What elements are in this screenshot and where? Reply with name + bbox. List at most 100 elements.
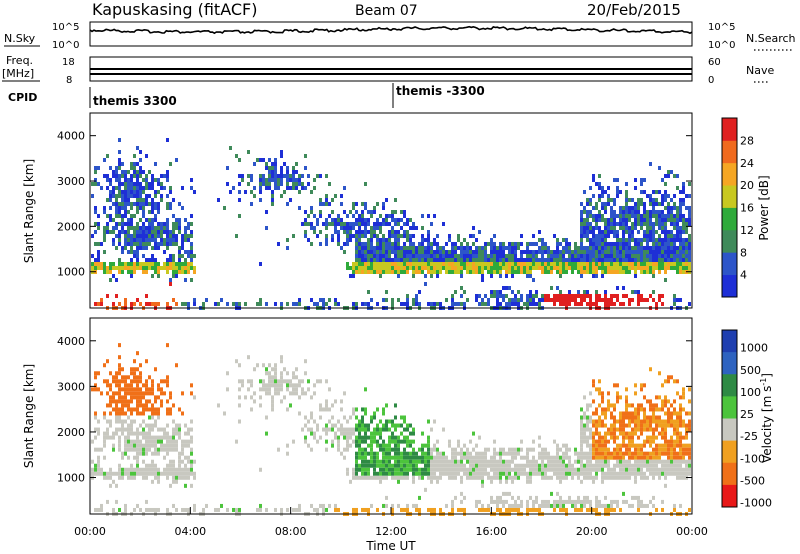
power-cell <box>142 210 145 214</box>
velocity-cell <box>604 451 607 456</box>
velocity-cell <box>556 503 559 508</box>
power-cell <box>310 210 313 214</box>
velocity-cell <box>364 423 367 428</box>
velocity-cell <box>352 471 355 476</box>
power-cell <box>166 238 169 242</box>
power-cell <box>619 222 622 226</box>
power-cell <box>679 234 682 238</box>
power-cell <box>190 234 193 238</box>
velocity-cell <box>490 467 493 472</box>
velocity-cell <box>550 463 553 468</box>
velocity-cell <box>610 475 613 480</box>
power-cell <box>631 262 634 266</box>
power-cell <box>391 246 394 250</box>
power-cell <box>385 290 388 294</box>
velocity-cell <box>652 415 655 420</box>
velocity-cell <box>523 455 526 460</box>
velocity-cell <box>682 471 685 476</box>
power-cell <box>460 250 463 254</box>
station-title: Kapuskasing (fitACF) <box>92 0 257 19</box>
velocity-cell <box>124 471 127 476</box>
power-cell <box>658 214 661 218</box>
velocity-cell <box>391 463 394 468</box>
power-cell <box>325 226 328 230</box>
velocity-cell <box>469 475 472 480</box>
velocity-cell <box>490 499 493 504</box>
velocity-cell <box>595 419 598 424</box>
power-cell <box>133 170 136 174</box>
velocity-cell <box>586 495 589 500</box>
velocity-cell <box>103 439 106 444</box>
x-tick-label: 00:00 <box>676 525 708 538</box>
velocity-cell <box>145 391 148 396</box>
power-cell <box>589 246 592 250</box>
velocity-cell <box>601 467 604 472</box>
power-cell <box>490 270 493 274</box>
velocity-cell <box>403 435 406 440</box>
power-cell <box>157 302 160 306</box>
power-cell <box>223 206 226 210</box>
velocity-cell <box>121 407 124 412</box>
velocity-cell <box>364 407 367 412</box>
power-cell <box>184 218 187 222</box>
velocity-colorbar-tick: -500 <box>740 474 765 487</box>
power-cell <box>565 262 568 266</box>
velocity-cell <box>97 431 100 436</box>
power-cell <box>172 214 175 218</box>
power-cell <box>151 210 154 214</box>
power-cell <box>103 238 106 242</box>
velocity-cell <box>658 431 661 436</box>
power-cell <box>139 206 142 210</box>
power-cell <box>493 246 496 250</box>
power-cell <box>265 178 268 182</box>
velocity-cell <box>355 451 358 456</box>
velocity-cell <box>643 423 646 428</box>
power-cell <box>109 278 112 282</box>
velocity-cell <box>409 467 412 472</box>
velocity-cell <box>595 499 598 504</box>
velocity-cell <box>109 399 112 404</box>
velocity-cell <box>622 435 625 440</box>
power-cell <box>580 274 583 278</box>
power-cell <box>259 298 262 302</box>
velocity-cell <box>559 507 562 512</box>
velocity-cell <box>115 419 118 424</box>
power-cell <box>658 166 661 170</box>
velocity-cell <box>664 471 667 476</box>
power-cell <box>358 262 361 266</box>
velocity-cell <box>652 407 655 412</box>
power-cell <box>457 270 460 274</box>
power-cell <box>364 302 367 306</box>
power-cell <box>523 258 526 262</box>
velocity-cell <box>400 455 403 460</box>
power-cell <box>661 250 664 254</box>
velocity-cell <box>121 375 124 380</box>
power-cell <box>304 218 307 222</box>
velocity-cell <box>286 451 289 456</box>
power-cell <box>622 286 625 290</box>
power-cell <box>670 250 673 254</box>
power-cell <box>151 234 154 238</box>
power-cell <box>349 230 352 234</box>
power-cell <box>676 254 679 258</box>
velocity-cell <box>424 459 427 464</box>
velocity-cell <box>688 399 691 404</box>
power-cell <box>601 246 604 250</box>
velocity-cell <box>643 471 646 476</box>
power-cell <box>142 262 145 266</box>
velocity-cell <box>439 451 442 456</box>
power-cell <box>580 226 583 230</box>
velocity-cell <box>670 459 673 464</box>
velocity-cell <box>673 419 676 424</box>
power-cell <box>337 242 340 246</box>
power-cell <box>652 290 655 294</box>
velocity-cell <box>655 427 658 432</box>
power-cell <box>295 170 298 174</box>
velocity-cell <box>397 467 400 472</box>
x-tick-label: 16:00 <box>475 525 507 538</box>
velocity-cell <box>124 507 127 512</box>
power-cell <box>586 198 589 202</box>
velocity-cell <box>481 503 484 508</box>
power-cell <box>421 250 424 254</box>
velocity-cell <box>673 471 676 476</box>
